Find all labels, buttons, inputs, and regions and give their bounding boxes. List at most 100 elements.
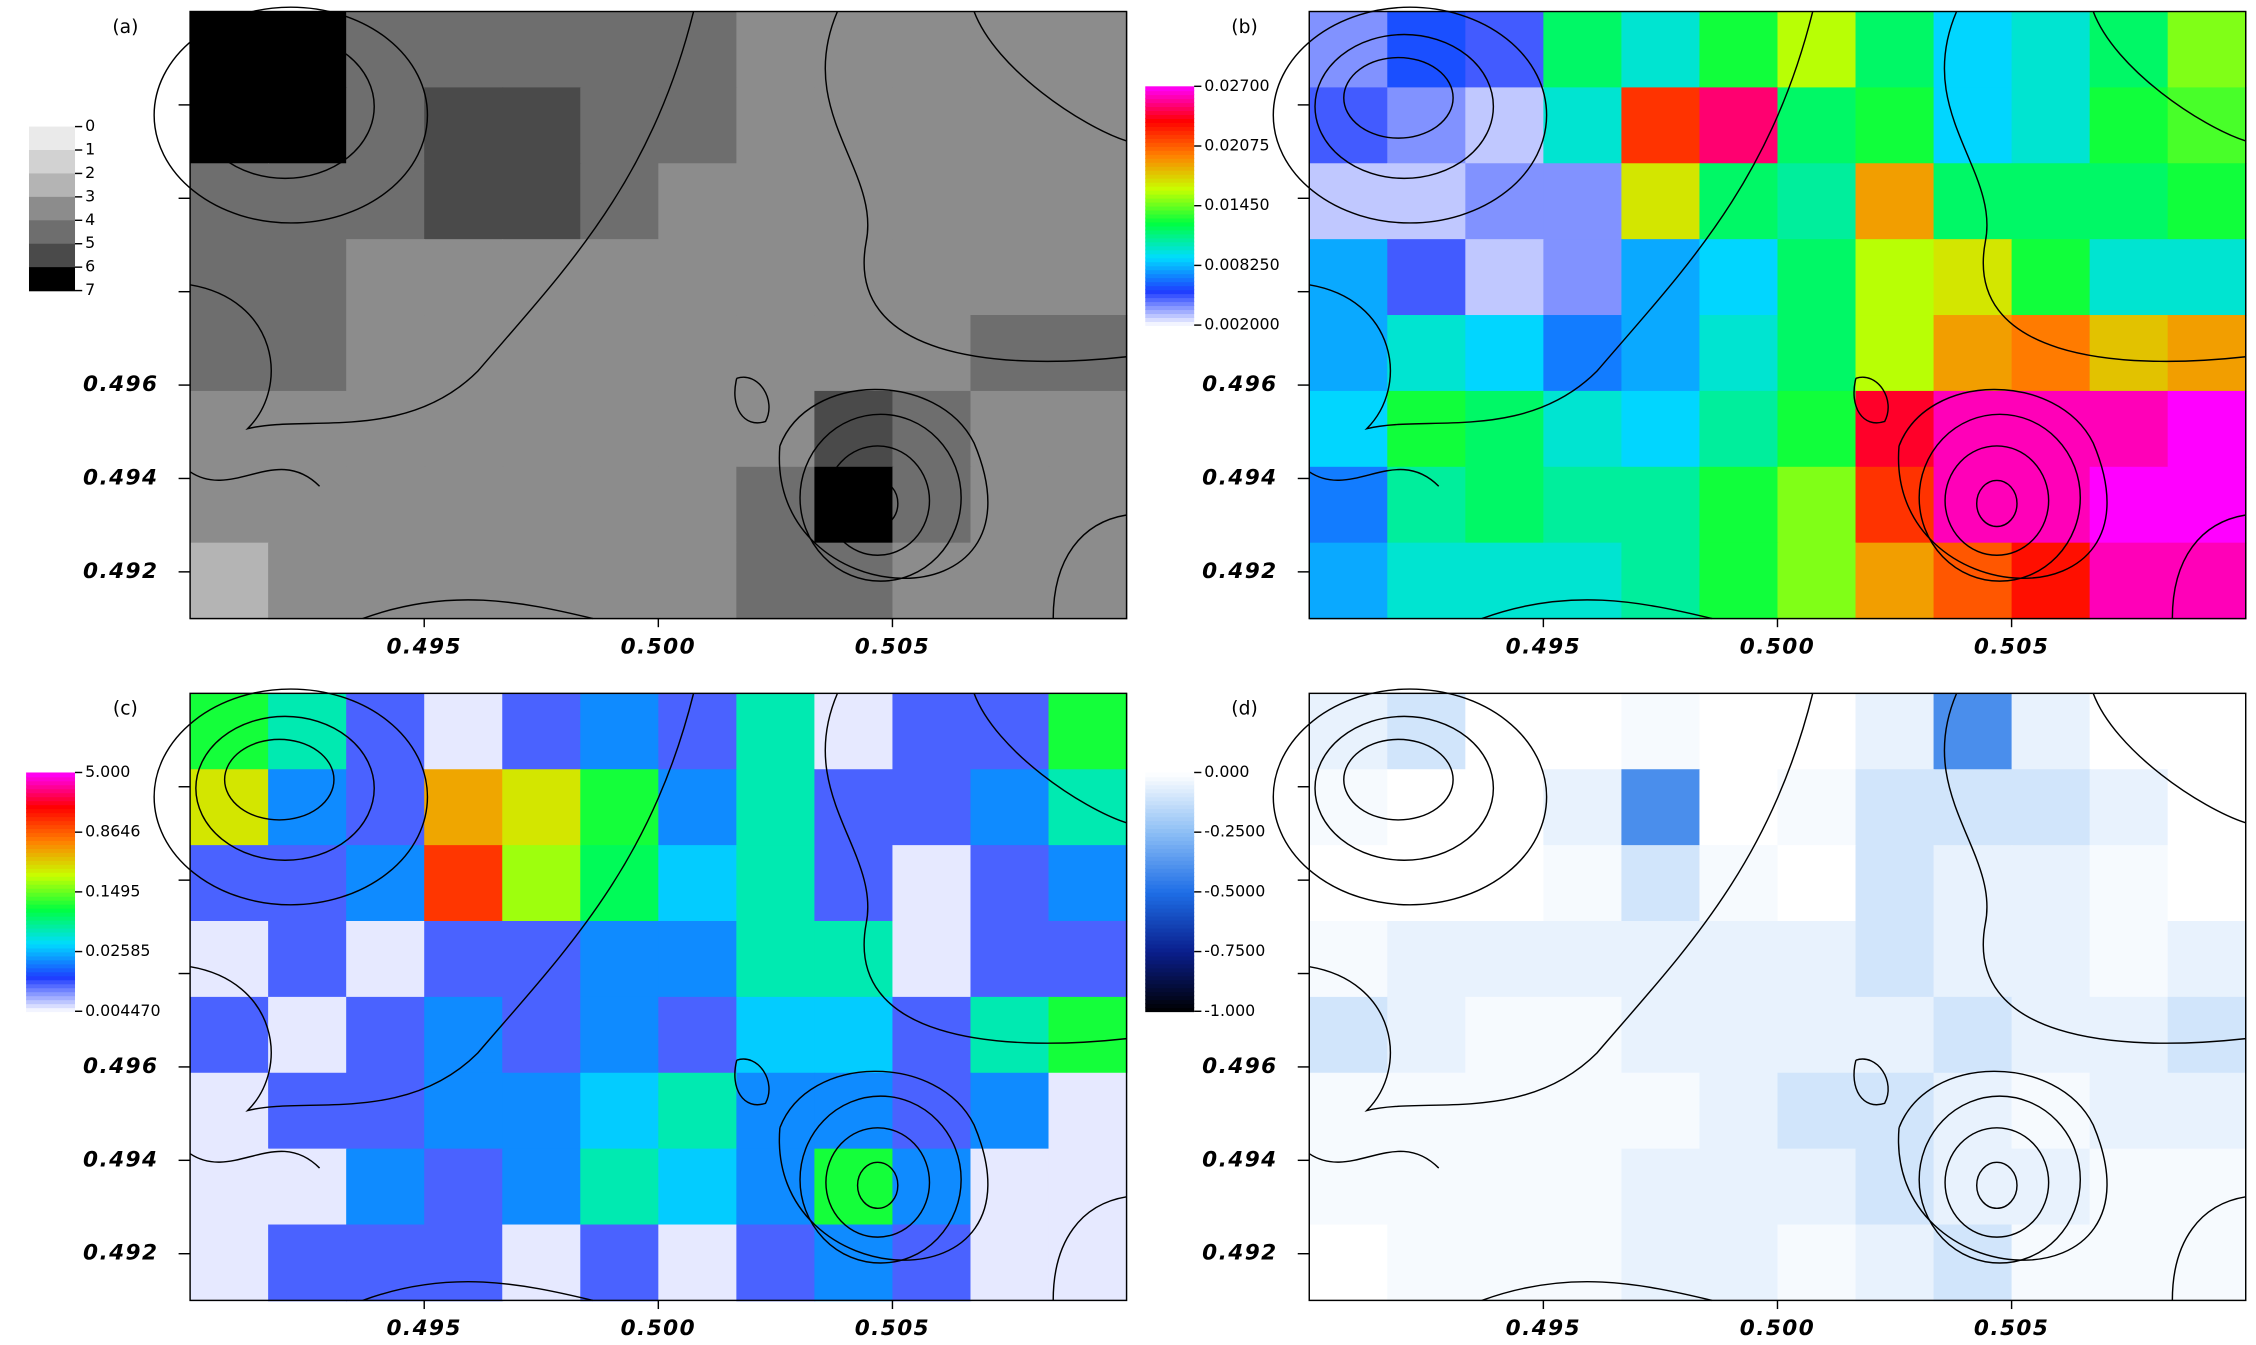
colorbar-strip (1145, 1003, 1195, 1009)
heatmap-cell (1777, 1224, 1857, 1302)
heatmap-cell (1309, 1224, 1389, 1302)
colorbar-strip (1145, 935, 1195, 941)
heatmap-cell (814, 87, 894, 165)
heatmap-cell (502, 921, 582, 998)
heatmap-cell (2011, 921, 2091, 998)
colorbar-strip (26, 991, 76, 997)
heatmap-cell (580, 845, 660, 922)
y-tick-label: 0.494 (1202, 465, 1277, 490)
colorbar-tick-label: 0.000 (1204, 762, 1249, 781)
colorbar-strip (1145, 261, 1195, 267)
heatmap-cell (2011, 466, 2091, 544)
heatmap-cell (736, 11, 816, 89)
heatmap-cell (2011, 87, 2091, 165)
heatmap-cell (1777, 87, 1857, 165)
heatmap-cell (2167, 693, 2247, 771)
heatmap-cell (1933, 1072, 2013, 1150)
heatmap-cell (1465, 1148, 1545, 1226)
colorbar-strip (1145, 931, 1195, 937)
colorbar-strip (26, 867, 76, 873)
colorbar-strip (26, 844, 76, 849)
heatmap-cell (580, 996, 660, 1074)
heatmap-cell (892, 1148, 972, 1226)
heatmap-cell (814, 845, 894, 922)
heatmap-cell (1048, 996, 1128, 1074)
heatmap-cell (2011, 239, 2091, 316)
heatmap-cell (580, 11, 660, 89)
colorbar-strip (1145, 253, 1195, 259)
heatmap-cell (346, 466, 426, 544)
heatmap-cell (1387, 1224, 1467, 1302)
heatmap-cell (1543, 315, 1623, 392)
heatmap-cell (268, 1148, 348, 1226)
heatmap-cell (502, 845, 582, 922)
colorbar-strip (26, 979, 76, 985)
heatmap-cell (1855, 163, 1935, 241)
heatmap-cell (892, 542, 972, 620)
heatmap-cell (190, 1224, 269, 1302)
colorbar-strip (1145, 110, 1195, 116)
colorbar-strip (1145, 233, 1195, 239)
colorbar-swatch (28, 196, 76, 222)
colorbar-strip (1145, 891, 1195, 897)
colorbar-strip (1145, 245, 1195, 251)
heatmap-cell (190, 1072, 269, 1150)
heatmap-cell (2089, 1072, 2169, 1150)
colorbar-strip (1145, 126, 1195, 131)
heatmap-cell (1387, 845, 1467, 922)
colorbar-strip (1145, 796, 1195, 802)
x-tick-label: 0.495 (1506, 1316, 1581, 1341)
heatmap-cell (658, 921, 738, 998)
heatmap-cell (580, 163, 660, 241)
heatmap-cell (2167, 1224, 2247, 1302)
colorbar-tick-label: 0.1495 (85, 881, 140, 900)
heatmap-cell (2011, 1148, 2091, 1226)
heatmap-cell (1699, 1072, 1779, 1150)
heatmap-cell (1699, 315, 1779, 392)
heatmap-cell (2089, 845, 2169, 922)
heatmap-cell (580, 921, 660, 998)
heatmap-cell (1699, 466, 1779, 544)
x-tick-label: 0.495 (387, 1316, 462, 1341)
colorbar-strip (1145, 149, 1195, 155)
heatmap-cell (892, 163, 972, 241)
heatmap-cell (970, 693, 1050, 771)
colorbar-strip (1145, 86, 1195, 92)
colorbar-strip (26, 943, 76, 949)
colorbar-strip (26, 919, 76, 925)
x-tick-label: 0.500 (1740, 634, 1815, 659)
heatmap-cell (424, 693, 504, 771)
heatmap-cell (580, 769, 660, 846)
heatmap-cell (2089, 769, 2169, 846)
heatmap-cell (1621, 1224, 1701, 1302)
heatmap-cell (814, 11, 894, 89)
colorbar-strip (1145, 836, 1195, 841)
heatmap-cell (970, 1072, 1050, 1150)
heatmap-cell (1855, 315, 1935, 392)
heatmap-cell (1465, 1224, 1545, 1302)
heatmap-cell (580, 466, 660, 544)
heatmap-cell (1465, 1072, 1545, 1150)
colorbar-strip (1145, 301, 1195, 307)
colorbar-strip (1145, 907, 1195, 913)
heatmap-cell (502, 1224, 582, 1302)
colorbar-strip (1145, 1007, 1195, 1013)
colorbar-strip (1145, 804, 1195, 810)
colorbar-strip (1145, 205, 1195, 211)
heatmap-cell (1777, 390, 1857, 468)
x-tick-label: 0.500 (1740, 1316, 1815, 1341)
heatmap-cell (970, 11, 1050, 89)
heatmap-cell (1699, 87, 1779, 165)
heatmap-cell (736, 845, 816, 922)
heatmap-cell (2089, 996, 2169, 1074)
heatmap-cell (424, 87, 504, 165)
heatmap-cell (1465, 996, 1545, 1074)
heatmap-cell (1699, 845, 1779, 922)
heatmap-cell (268, 239, 348, 316)
colorbar-strip (1145, 828, 1195, 834)
heatmap-cell (424, 315, 504, 392)
colorbar-strip (1145, 269, 1195, 275)
heatmap-cell (2167, 315, 2247, 392)
colorbar-tick-label: 1 (85, 140, 95, 159)
colorbar-strip (1145, 995, 1195, 1001)
